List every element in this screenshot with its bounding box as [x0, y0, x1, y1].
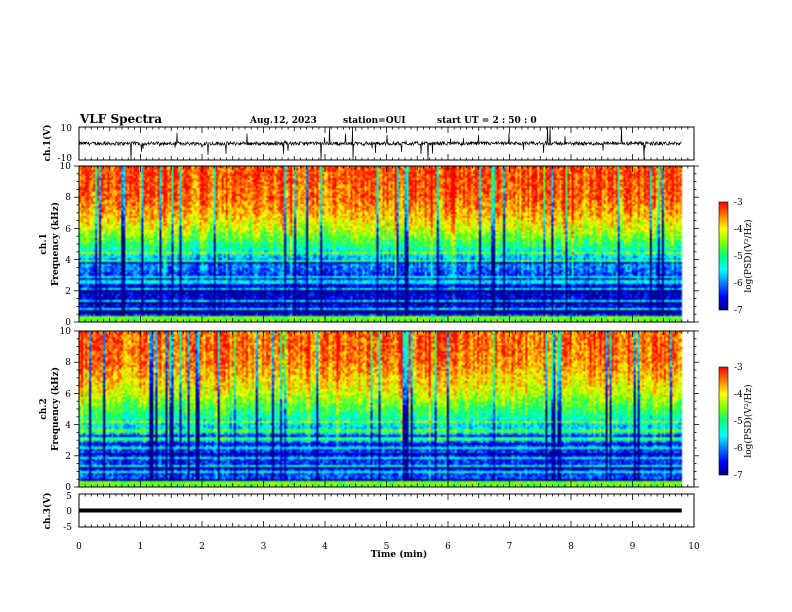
ch3-ytick-5: 5 — [66, 492, 72, 502]
ch1-ytick-6: 6 — [65, 225, 71, 235]
ch1-waveform-trace — [78, 126, 682, 161]
date-label: Aug.12, 2023 — [249, 116, 317, 126]
ch1-cb-tick-m3: -3 — [734, 198, 743, 208]
ch1-cb-tick-m5: -5 — [734, 252, 743, 262]
ch1-spec-ylabel-frequency: Frequency (kHz) — [50, 202, 61, 286]
figure-title: VLF Spectra — [79, 112, 162, 126]
x-tick-label-0: 0 — [76, 542, 82, 552]
x-tick-label-5: 5 — [384, 542, 390, 552]
x-axis-tick-labels: 0 1 2 3 4 5 6 7 8 9 10 — [76, 542, 700, 552]
ch1-spec-ylabel-channel: ch.1 — [39, 233, 49, 254]
x-tick-label-4: 4 — [322, 542, 328, 552]
ch3-ylabel: ch.3(V) — [42, 493, 53, 530]
ch2-ytick-8: 8 — [65, 358, 71, 368]
x-tick-label-9: 9 — [630, 542, 636, 552]
ch2-cb-tick-m7: -7 — [734, 471, 743, 481]
ch1-colorbar-gradient — [718, 201, 729, 311]
ch1-spectrogram-panel: 0 2 4 6 8 10 ch.1 Frequency (kHz) — [39, 162, 695, 328]
x-tick-label-10: 10 — [688, 542, 700, 552]
axis-tick-marks — [74, 127, 699, 527]
start-time-label: start UT = 2 : 50 : 0 — [437, 116, 537, 126]
station-label: station=OUI — [343, 116, 406, 126]
ch2-cb-tick-m5: -5 — [734, 417, 743, 427]
ch2-ytick-0: 0 — [65, 483, 71, 493]
x-axis-label: Time (min) — [371, 549, 428, 560]
ch2-colorbar: -3 -4 -5 -6 -7 log(PSD)(V²/Hz) — [718, 363, 754, 481]
ch2-cb-tick-m6: -6 — [734, 444, 743, 454]
ch1-ytick-10: 10 — [60, 162, 72, 172]
ch1-cb-tick-m4: -4 — [734, 225, 743, 235]
ch2-spec-ylabel-channel: ch.2 — [39, 398, 49, 419]
ch3-ytick-0: 0 — [66, 507, 72, 517]
ch2-cb-tick-m3: -3 — [734, 363, 743, 373]
ch2-colorbar-label: log(PSD)(V²/Hz) — [743, 384, 754, 457]
ch1-ytick-2: 2 — [65, 287, 71, 297]
ch1-colorbar: -3 -4 -5 -6 -7 log(PSD)(V²/Hz) — [718, 198, 754, 316]
ch2-cb-tick-m4: -4 — [734, 390, 743, 400]
ch3-ytick-m5: -5 — [63, 523, 72, 533]
ch2-spectrogram-panel: 0 2 4 6 8 10 ch.2 Frequency (kHz) — [39, 327, 695, 493]
ch1-ytick-top: 10 — [61, 124, 73, 134]
ch2-spectrogram-image — [79, 331, 694, 487]
ch1-waveform-ylabel: ch.1(V) — [42, 125, 53, 162]
ch2-ytick-2: 2 — [65, 452, 71, 462]
x-tick-label-3: 3 — [261, 542, 267, 552]
ch2-ytick-6: 6 — [65, 390, 71, 400]
ch1-ytick-bottom: -10 — [58, 154, 73, 164]
ch1-spectrogram-image — [79, 166, 694, 322]
ch1-cb-tick-m7: -7 — [734, 306, 743, 316]
ch1-ytick-4: 4 — [65, 256, 71, 266]
ch1-cb-tick-m6: -6 — [734, 279, 743, 289]
x-tick-label-1: 1 — [138, 542, 144, 552]
ch2-spec-ylabel-frequency: Frequency (kHz) — [50, 367, 61, 451]
x-tick-label-7: 7 — [507, 542, 513, 552]
ch1-colorbar-label: log(PSD)(V²/Hz) — [743, 219, 754, 292]
ch2-colorbar-gradient — [718, 366, 729, 476]
x-tick-label-8: 8 — [568, 542, 574, 552]
ch2-ytick-10: 10 — [60, 327, 72, 337]
ch1-ytick-8: 8 — [65, 193, 71, 203]
x-tick-label-6: 6 — [445, 542, 451, 552]
ch1-ytick-0: 0 — [65, 318, 71, 328]
ch2-ytick-4: 4 — [65, 421, 71, 431]
x-tick-label-2: 2 — [199, 542, 205, 552]
